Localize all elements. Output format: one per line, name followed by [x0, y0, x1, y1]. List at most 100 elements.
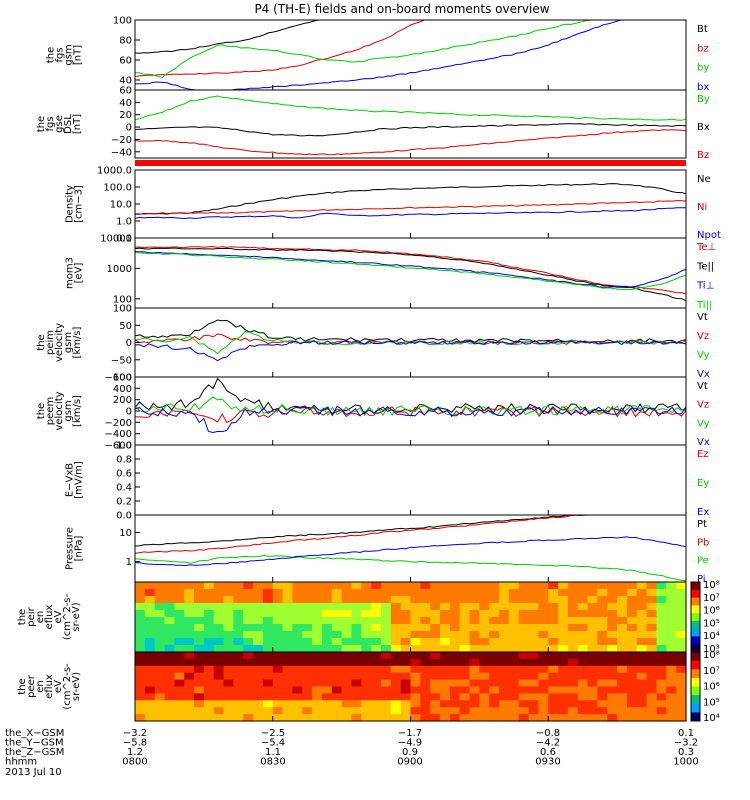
- heatmap-cell: [233, 638, 244, 646]
- heatmap-cell: [341, 679, 352, 688]
- heatmap-cell: [430, 638, 441, 646]
- heatmap-cell: [627, 679, 638, 688]
- y-axis-label: thepeirenefluxeV(cm^2-s-sr-eV): [17, 593, 82, 640]
- heatmap-cell: [312, 582, 323, 590]
- heatmap-cell: [567, 665, 579, 674]
- colorbar-swatch: [691, 636, 700, 645]
- heatmap-cell: [203, 693, 215, 701]
- legend-Te||: Te||: [696, 261, 714, 272]
- heatmap-cell: [351, 610, 362, 618]
- heatmap-cell: [135, 603, 146, 611]
- heatmap-cell: [508, 645, 520, 653]
- heatmap-cell: [617, 707, 628, 715]
- heatmap-cell: [459, 610, 471, 618]
- heatmap-cell: [656, 582, 667, 590]
- heatmap-cell: [440, 589, 451, 597]
- heatmap-cell: [676, 672, 687, 681]
- heatmap-cell: [558, 645, 569, 653]
- heatmap-cell: [233, 582, 244, 590]
- heatmap-cell: [243, 714, 254, 722]
- heatmap-cell: [361, 624, 372, 632]
- heatmap-cell: [410, 631, 421, 639]
- heatmap-cell: [597, 645, 608, 653]
- heatmap-cell: [361, 596, 372, 604]
- heatmap-cell: [272, 589, 284, 597]
- heatmap-cell: [243, 693, 254, 701]
- heatmap-cell: [518, 589, 530, 597]
- heatmap-cell: [203, 672, 215, 681]
- series-line-Ti||: [134, 252, 687, 291]
- heatmap-cell: [292, 582, 303, 590]
- heatmap-cell: [558, 638, 569, 646]
- heatmap-cell: [262, 679, 274, 688]
- heatmap-cell: [341, 617, 352, 625]
- heatmap-cell: [390, 603, 402, 611]
- heatmap-cell: [656, 707, 667, 715]
- heatmap-cell: [135, 652, 146, 660]
- heatmap-cell: [430, 610, 441, 618]
- heatmap-cell: [617, 652, 628, 660]
- heatmap-cell: [243, 596, 254, 604]
- heatmap-cell: [164, 631, 175, 639]
- heatmap-cell: [203, 603, 215, 611]
- heatmap-cell: [479, 589, 490, 597]
- heatmap-cell: [538, 596, 549, 604]
- heatmap-cell: [272, 645, 284, 653]
- heatmap-cell: [567, 707, 579, 715]
- heatmap-cell: [646, 693, 657, 701]
- heatmap-cell: [676, 652, 687, 660]
- heatmap-cell: [253, 693, 264, 701]
- heatmap-cell: [321, 672, 333, 681]
- heatmap-cell: [321, 707, 333, 715]
- heatmap-cell: [489, 658, 500, 667]
- panels: Btbzbybx100806040thefgsgsm[nT]ByBxBz6040…: [17, 16, 721, 725]
- heatmap-cell: [617, 700, 628, 708]
- y-axis-label: thepeerenefluxeV(cm^2-s-sr-eV): [17, 663, 82, 710]
- series-line-Vx: [134, 405, 687, 434]
- heatmap-cell: [410, 686, 421, 694]
- tick-value: 1.1: [265, 747, 281, 758]
- heatmap-cell: [381, 645, 392, 653]
- y-tick-label: −40: [111, 147, 132, 158]
- heatmap-cell: [479, 707, 490, 715]
- heatmap-cell: [144, 700, 156, 708]
- heatmap-cell: [154, 686, 166, 694]
- heatmap-cell: [499, 700, 510, 708]
- heatmap-cell: [223, 610, 234, 618]
- heatmap-cell: [646, 679, 657, 688]
- heatmap-cell: [459, 582, 471, 590]
- heatmap-cell: [361, 652, 372, 660]
- heatmap-cell: [243, 603, 254, 611]
- heatmap-cell: [577, 603, 589, 611]
- heatmap-cell: [312, 672, 323, 681]
- heatmap-cell: [528, 617, 539, 625]
- heatmap-cell: [577, 624, 589, 632]
- heatmap-cell: [371, 610, 382, 618]
- heatmap-cell: [676, 686, 687, 694]
- y-tick-label: 0.2: [116, 497, 132, 508]
- heatmap-cell: [390, 658, 402, 667]
- heatmap-cell: [400, 624, 412, 632]
- heatmap-cell: [174, 624, 185, 632]
- heatmap-cell: [666, 658, 677, 667]
- heatmap-cell: [518, 679, 530, 688]
- heatmap-cell: [203, 610, 215, 618]
- heatmap-cell: [302, 714, 313, 722]
- y-tick-label: 10: [119, 528, 132, 539]
- heatmap-cell: [144, 714, 156, 722]
- y-tick-label: 0.4: [116, 483, 132, 494]
- heatmap-cell: [420, 693, 431, 701]
- y-axis-label-line: Pressure: [65, 527, 76, 570]
- heatmap-cell: [341, 631, 352, 639]
- heatmap-cell: [508, 679, 520, 688]
- heatmap-cell: [607, 617, 618, 625]
- series-line-Pe: [134, 554, 687, 582]
- heatmap-cell: [292, 638, 303, 646]
- heatmap-cell: [233, 693, 244, 701]
- heatmap-cell: [597, 624, 608, 632]
- colorbar-swatch: [691, 597, 700, 606]
- heatmap-cell: [499, 707, 510, 715]
- heatmap-cell: [292, 645, 303, 653]
- row-label: hhmm: [5, 757, 37, 768]
- heatmap-cell: [627, 658, 638, 667]
